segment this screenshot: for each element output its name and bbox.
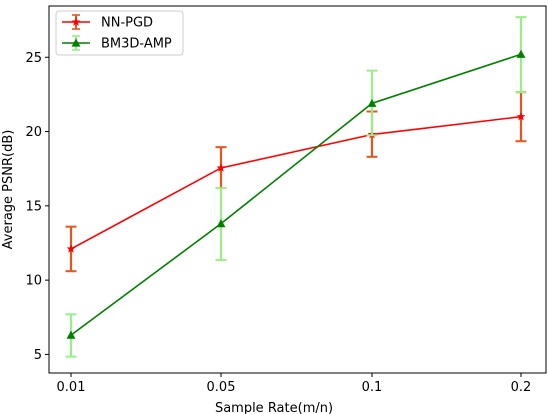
series-0-point — [516, 112, 526, 121]
legend-marker-1 — [71, 38, 81, 47]
y-tick-label: 10 — [25, 274, 42, 289]
legend-label-1: BM3D-AMP — [101, 37, 172, 52]
y-tick-label: 25 — [25, 51, 42, 66]
y-tick-label: 20 — [25, 125, 42, 140]
series-1-point — [367, 98, 377, 107]
series-1-point — [216, 219, 226, 228]
series-0-line — [70, 115, 522, 250]
plot-area — [65, 16, 527, 358]
legend-marker-0 — [71, 17, 81, 26]
x-tick-label: 0.2 — [511, 380, 532, 395]
tick-labels: 0.01 0.05 0.1 0.2 5 10 15 20 25 — [25, 51, 531, 395]
series-1-point — [66, 330, 76, 339]
y-tick-label: 15 — [25, 199, 42, 214]
series-0-point — [216, 163, 226, 172]
x-tick-label: 0.05 — [207, 380, 236, 395]
series-1-line — [70, 53, 522, 336]
legend: NN-PGD BM3D-AMP — [55, 10, 184, 56]
y-axis-label: Average PSNR(dB) — [1, 130, 16, 250]
series-0-point — [66, 244, 76, 253]
series-1-point — [516, 49, 526, 58]
y-tick-label: 5 — [34, 348, 42, 363]
x-axis-label: Sample Rate(m/n) — [215, 401, 333, 414]
x-tick-label: 0.1 — [362, 380, 383, 395]
legend-label-0: NN-PGD — [101, 16, 153, 31]
axes-frame — [48, 5, 547, 374]
x-tick-label: 0.01 — [57, 380, 86, 395]
